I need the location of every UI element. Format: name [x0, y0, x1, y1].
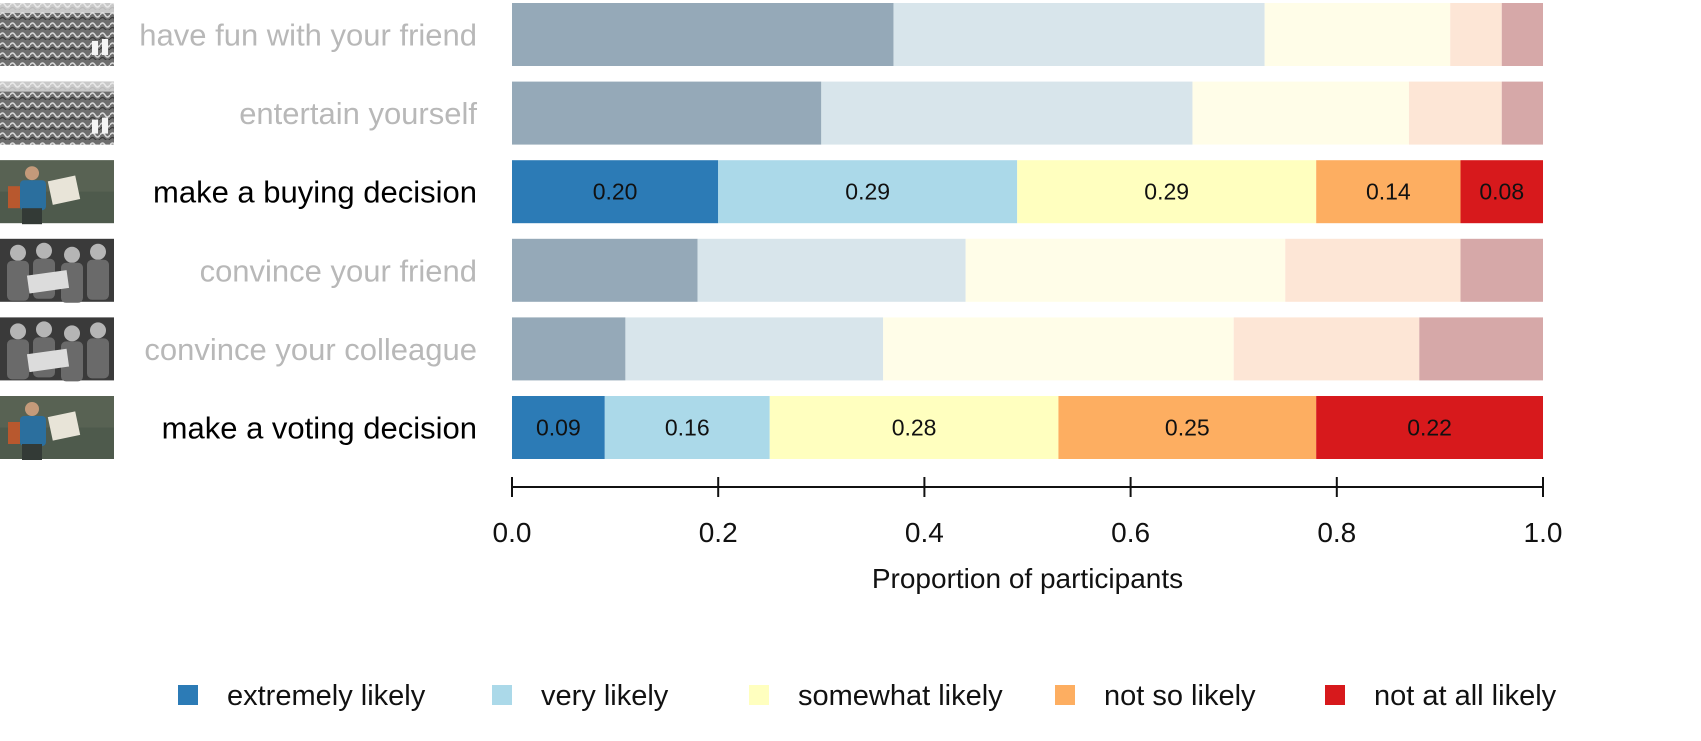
x-tick-label-1-0: 1.0: [1524, 517, 1563, 548]
hiker-with-map-thumbnail: [0, 396, 114, 460]
data-label-make-a-voting-decision-somewhat-likely: 0.28: [892, 415, 937, 441]
row-label-convince-your-friend: convince your friend: [200, 253, 477, 288]
legend-swatch-very-likely: [492, 685, 512, 705]
bar-segment-have-fun-with-your-friend-somewhat-likely: [1264, 3, 1451, 66]
bar-segment-entertain-yourself-somewhat-likely: [1192, 81, 1409, 145]
data-label-make-a-buying-decision-extremely-likely: 0.20: [593, 179, 638, 205]
legend-item-extremely-likely: extremely likely: [178, 680, 426, 712]
legend-label-not-so-likely: not so likely: [1104, 680, 1256, 712]
data-label-make-a-voting-decision-extremely-likely: 0.09: [536, 415, 581, 441]
bar-segment-convince-your-colleague-not-so-likely: [1233, 317, 1420, 381]
x-tick-label-0-0: 0.0: [493, 517, 532, 548]
maze-thumbnail: [0, 81, 114, 145]
bar-segment-convince-your-friend-extremely-likely: [512, 238, 698, 302]
bar-segment-make-a-voting-decision-not-so-likely: [1058, 396, 1317, 459]
bar-segment-make-a-voting-decision-very-likely: [604, 396, 770, 459]
bar-segment-convince-your-colleague-very-likely: [625, 317, 884, 381]
legend-item-not-at-all-likely: not at all likely: [1325, 680, 1557, 712]
legend-label-extremely-likely: extremely likely: [227, 680, 426, 712]
hiker-with-map-thumbnail: [0, 160, 114, 225]
group-with-map-thumbnail: [0, 317, 114, 382]
bar-segment-entertain-yourself-extremely-likely: [512, 81, 822, 145]
data-label-make-a-voting-decision-very-likely: 0.16: [665, 415, 710, 441]
x-tick-label-0-8: 0.8: [1317, 517, 1356, 548]
row-label-make-a-voting-decision: make a voting decision: [162, 411, 477, 446]
legend-swatch-extremely-likely: [178, 685, 198, 705]
group-with-map-thumbnail: [0, 238, 114, 303]
bar-segment-convince-your-colleague-somewhat-likely: [883, 317, 1234, 381]
row-label-entertain-yourself: entertain yourself: [239, 96, 477, 131]
bar-segment-convince-your-friend-not-so-likely: [1285, 238, 1461, 302]
data-label-make-a-buying-decision-somewhat-likely: 0.29: [1144, 179, 1189, 205]
row-label-have-fun-with-your-friend: have fun with your friend: [139, 18, 477, 53]
x-tick-label-0-6: 0.6: [1111, 517, 1150, 548]
x-axis-title: Proportion of participants: [872, 563, 1183, 594]
bar-segment-entertain-yourself-not-at-all-likely: [1501, 81, 1543, 145]
bar-segment-have-fun-with-your-friend-not-so-likely: [1450, 3, 1502, 66]
legend-label-not-at-all-likely: not at all likely: [1374, 680, 1557, 712]
bar-segment-have-fun-with-your-friend-extremely-likely: [512, 3, 894, 66]
legend-item-very-likely: very likely: [492, 680, 669, 712]
row-label-convince-your-colleague: convince your colleague: [144, 332, 477, 367]
bar-segment-entertain-yourself-very-likely: [821, 81, 1193, 145]
legend-swatch-not-at-all-likely: [1325, 685, 1345, 705]
bar-segment-make-a-voting-decision-extremely-likely: [512, 396, 605, 459]
row-label-make-a-buying-decision: make a buying decision: [153, 175, 477, 210]
bar-segment-convince-your-colleague-not-at-all-likely: [1419, 317, 1543, 381]
x-tick-label-0-4: 0.4: [905, 517, 944, 548]
data-label-make-a-buying-decision-very-likely: 0.29: [845, 179, 890, 205]
bar-segment-have-fun-with-your-friend-very-likely: [893, 3, 1265, 66]
data-label-make-a-voting-decision-not-so-likely: 0.25: [1165, 415, 1210, 441]
data-label-make-a-voting-decision-not-at-all-likely: 0.22: [1407, 415, 1452, 441]
data-label-make-a-buying-decision-not-at-all-likely: 0.08: [1479, 179, 1524, 205]
legend-item-not-so-likely: not so likely: [1055, 680, 1256, 712]
bar-segment-make-a-buying-decision-very-likely: [718, 160, 1018, 224]
legend-swatch-not-so-likely: [1055, 685, 1075, 705]
x-tick-label-0-2: 0.2: [699, 517, 738, 548]
bar-segment-entertain-yourself-not-so-likely: [1408, 81, 1502, 145]
bar-segment-have-fun-with-your-friend-not-at-all-likely: [1501, 3, 1543, 66]
bar-segment-make-a-buying-decision-not-so-likely: [1316, 160, 1461, 224]
bar-segment-make-a-buying-decision-somewhat-likely: [1017, 160, 1317, 224]
bar-segment-make-a-buying-decision-not-at-all-likely: [1460, 160, 1543, 224]
legend-item-somewhat-likely: somewhat likely: [749, 680, 1003, 712]
bar-segment-convince-your-friend-not-at-all-likely: [1460, 238, 1543, 302]
data-label-make-a-buying-decision-not-so-likely: 0.14: [1366, 179, 1411, 205]
bar-segment-convince-your-friend-somewhat-likely: [965, 238, 1286, 302]
bar-segment-make-a-voting-decision-not-at-all-likely: [1316, 396, 1543, 459]
maze-thumbnail: [0, 3, 114, 66]
bar-segment-make-a-voting-decision-somewhat-likely: [769, 396, 1059, 459]
bar-segment-convince-your-friend-very-likely: [697, 238, 966, 302]
bar-segment-convince-your-colleague-extremely-likely: [512, 317, 626, 381]
legend-swatch-somewhat-likely: [749, 685, 769, 705]
legend-label-very-likely: very likely: [541, 680, 669, 712]
bar-segment-make-a-buying-decision-extremely-likely: [512, 160, 719, 224]
legend-label-somewhat-likely: somewhat likely: [798, 680, 1003, 712]
